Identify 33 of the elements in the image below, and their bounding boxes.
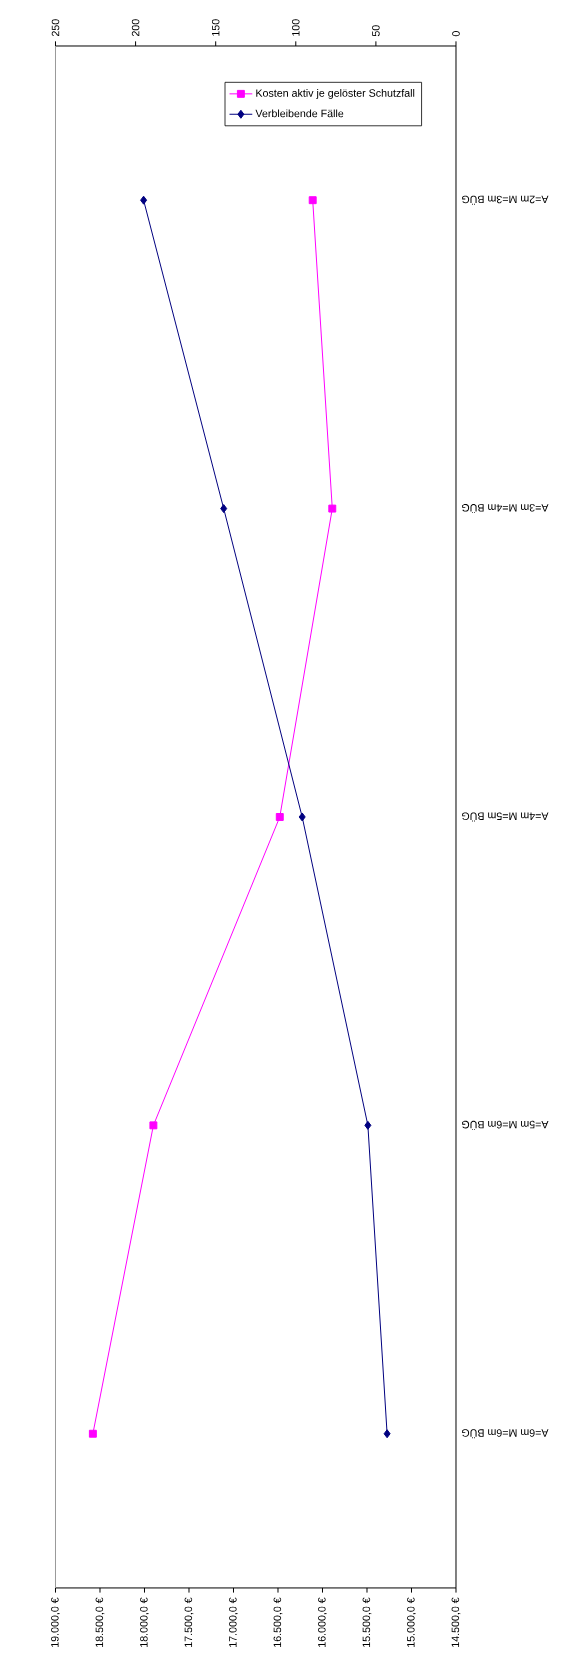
x-tick-label: 19.000,0 € — [51, 1597, 60, 1647]
x-tick-label: 16.000,0 € — [318, 1597, 327, 1647]
legend-label: Verbleibende Fälle — [255, 109, 344, 118]
x-tick-label: 14.500,0 € — [451, 1597, 461, 1647]
point — [275, 813, 284, 821]
point — [220, 504, 228, 514]
point — [383, 1429, 391, 1439]
point — [149, 1121, 158, 1130]
y-tick-label: A=3m M=4m BÜG — [462, 504, 549, 514]
x2-tick-label: 50 — [372, 25, 380, 37]
point — [308, 196, 317, 205]
x2-tick-label: 0 — [452, 31, 460, 37]
point — [140, 195, 148, 205]
x2-tick-label: 150 — [211, 19, 220, 36]
x-tick-label: 17.000,0 € — [229, 1597, 238, 1647]
point — [364, 1120, 372, 1130]
point — [88, 1429, 97, 1438]
x-tick-label: 15.500,0 € — [362, 1597, 372, 1647]
x-tick-label: 17.500,0 € — [184, 1597, 194, 1647]
y-tick-label: A=2m M=3m BÜG — [462, 195, 549, 205]
x-tick-label: 18.000,0 € — [140, 1597, 149, 1647]
point — [328, 504, 337, 513]
y-tick-label: A=6m M=6m BÜG — [462, 1429, 549, 1439]
legend-label: Kosten aktiv je gelöster Schutzfall — [256, 88, 415, 99]
x-tick-label: 18.500,0 € — [95, 1597, 105, 1647]
x-tick-label: 16.500,0 € — [273, 1597, 283, 1647]
x2-tick-label: 200 — [131, 19, 140, 37]
x2-tick-label: 250 — [51, 19, 60, 37]
y-tick-label: A=5m M=6m BÜG — [462, 1120, 549, 1130]
point — [298, 812, 306, 822]
x-tick-label: 15.000,0 € — [407, 1597, 416, 1647]
y-tick-label: A=4m M=5m BÜG — [462, 812, 549, 822]
x2-tick-label: 100 — [292, 19, 300, 36]
